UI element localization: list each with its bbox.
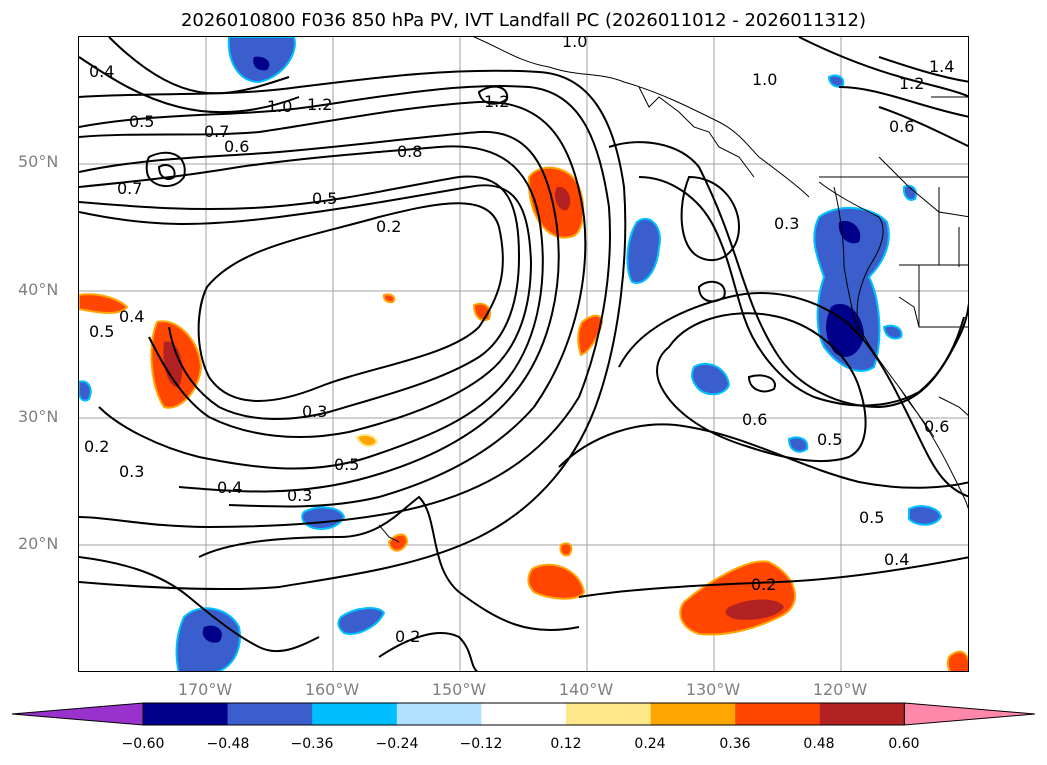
contour-label: 1.0: [562, 37, 587, 51]
contour-label: 0.4: [884, 550, 909, 569]
lon-label: 150°W: [431, 680, 487, 699]
contour-label-group: 1.0 1.2 1.2 1.0 1.2 1.4 0.4 0.5 0.7 0.6 …: [84, 37, 954, 646]
lon-label: 140°W: [558, 680, 614, 699]
positive-anomaly: [355, 433, 379, 448]
contour-label: 1.4: [929, 57, 954, 76]
contour-label: 1.2: [307, 95, 332, 114]
colorbar-segments: [11, 702, 1036, 726]
colorbar-segment: [566, 703, 652, 725]
lat-label: 50°N: [18, 152, 59, 171]
negative-anomaly: [79, 380, 92, 402]
lon-label: 170°W: [177, 680, 233, 699]
colorbar: [11, 702, 1036, 726]
positive-anomaly-core: [163, 341, 183, 388]
negative-anomaly: [787, 436, 809, 453]
contour-label: 0.5: [859, 508, 884, 527]
positive-anomaly: [79, 293, 129, 314]
colorbar-segment: [819, 703, 905, 725]
colorbar-tick: 0.36: [719, 736, 751, 752]
colorbar-tick: −0.24: [375, 736, 419, 752]
contour-label: 1.2: [899, 74, 924, 93]
positive-anomaly-core: [725, 599, 784, 620]
contour-label: 0.2: [751, 575, 776, 594]
negative-anomaly: [626, 217, 661, 284]
positive-anomaly: [946, 650, 968, 671]
colorbar-tick: 0.12: [550, 736, 582, 752]
positive-anomaly: [679, 560, 796, 636]
negative-anomaly-core: [838, 221, 861, 244]
lat-label: 30°N: [18, 407, 59, 426]
contour-label: 1.0: [267, 97, 292, 116]
negative-anomaly: [827, 74, 845, 88]
negative-anomaly: [301, 506, 346, 530]
map-title: 2026010800 F036 850 hPa PV, IVT Landfall…: [180, 10, 867, 31]
contour-label: 0.6: [742, 410, 767, 429]
coastlines: [378, 37, 968, 543]
negative-anomaly-core: [253, 56, 270, 71]
colorbar-segment: [396, 703, 482, 725]
lon-label: 130°W: [685, 680, 741, 699]
contour-label: 0.3: [302, 402, 327, 421]
contour-label: 0.8: [397, 142, 422, 161]
positive-anomaly: [577, 314, 604, 357]
colorbar-segment: [735, 703, 821, 725]
negative-anomaly: [691, 362, 731, 396]
positive-anomaly: [559, 542, 573, 557]
contour-label: 0.5: [817, 430, 842, 449]
contour-label: 0.2: [395, 627, 420, 646]
colorbar-tick: −0.48: [206, 736, 250, 752]
colorbar-tick: −0.36: [290, 736, 334, 752]
negative-anomaly: [908, 505, 943, 526]
negative-anomaly: [882, 324, 903, 340]
colorbar-extend-max: [903, 702, 1036, 726]
pv-contours: [79, 37, 968, 671]
lon-label: 120°W: [812, 680, 868, 699]
contour-label: 0.5: [89, 322, 114, 341]
graticule: [79, 37, 968, 671]
colorbar-tick: 0.60: [888, 736, 920, 752]
colorbar-segment: [312, 703, 398, 725]
contour-label: 0.6: [924, 417, 949, 436]
map-panel: 1.0 1.2 1.2 1.0 1.2 1.4 0.4 0.5 0.7 0.6 …: [78, 36, 969, 672]
contour-label: 0.7: [117, 179, 142, 198]
contour-label: 0.4: [119, 307, 144, 326]
contour-label: 0.7: [204, 122, 229, 141]
contour-label: 0.3: [774, 214, 799, 233]
contour-label: 0.5: [334, 455, 359, 474]
colorbar-extend-min: [11, 702, 144, 726]
contour-label: 1.2: [484, 92, 509, 111]
positive-anomaly: [387, 533, 409, 552]
contour-label: 0.5: [129, 112, 154, 131]
colorbar-tick: 0.24: [634, 736, 666, 752]
contour-label: 0.2: [84, 437, 109, 456]
colorbar-segment: [227, 703, 313, 725]
contour-label: 0.6: [889, 117, 914, 136]
lon-label: 160°W: [304, 680, 360, 699]
contour-label: 0.4: [217, 478, 242, 497]
lat-label: 20°N: [18, 534, 59, 553]
contour-label: 0.3: [119, 462, 144, 481]
negative-anomaly-core: [202, 625, 222, 643]
colorbar-tick: −0.12: [459, 736, 503, 752]
contour-label: 1.0: [752, 70, 777, 89]
colorbar-segment: [650, 703, 736, 725]
positive-anomaly: [382, 293, 396, 304]
colorbar-segment: [481, 703, 567, 725]
colorbar-tick: 0.48: [803, 736, 835, 752]
contour-label: 0.5: [312, 189, 337, 208]
map-canvas: 1.0 1.2 1.2 1.0 1.2 1.4 0.4 0.5 0.7 0.6 …: [79, 37, 968, 671]
colorbar-segment: [143, 703, 229, 725]
contour-label: 0.6: [224, 137, 249, 156]
colorbar-tick: −0.60: [121, 736, 165, 752]
negative-anomaly: [902, 184, 917, 201]
lat-label: 40°N: [18, 280, 59, 299]
positive-anomaly: [527, 563, 586, 600]
negative-anomaly: [337, 607, 386, 635]
contour-label: 0.2: [376, 217, 401, 236]
contour-label: 0.4: [89, 62, 114, 81]
contour-label: 0.3: [287, 486, 312, 505]
colorbar-outline: [142, 702, 905, 726]
positive-anomaly-core: [554, 186, 571, 211]
